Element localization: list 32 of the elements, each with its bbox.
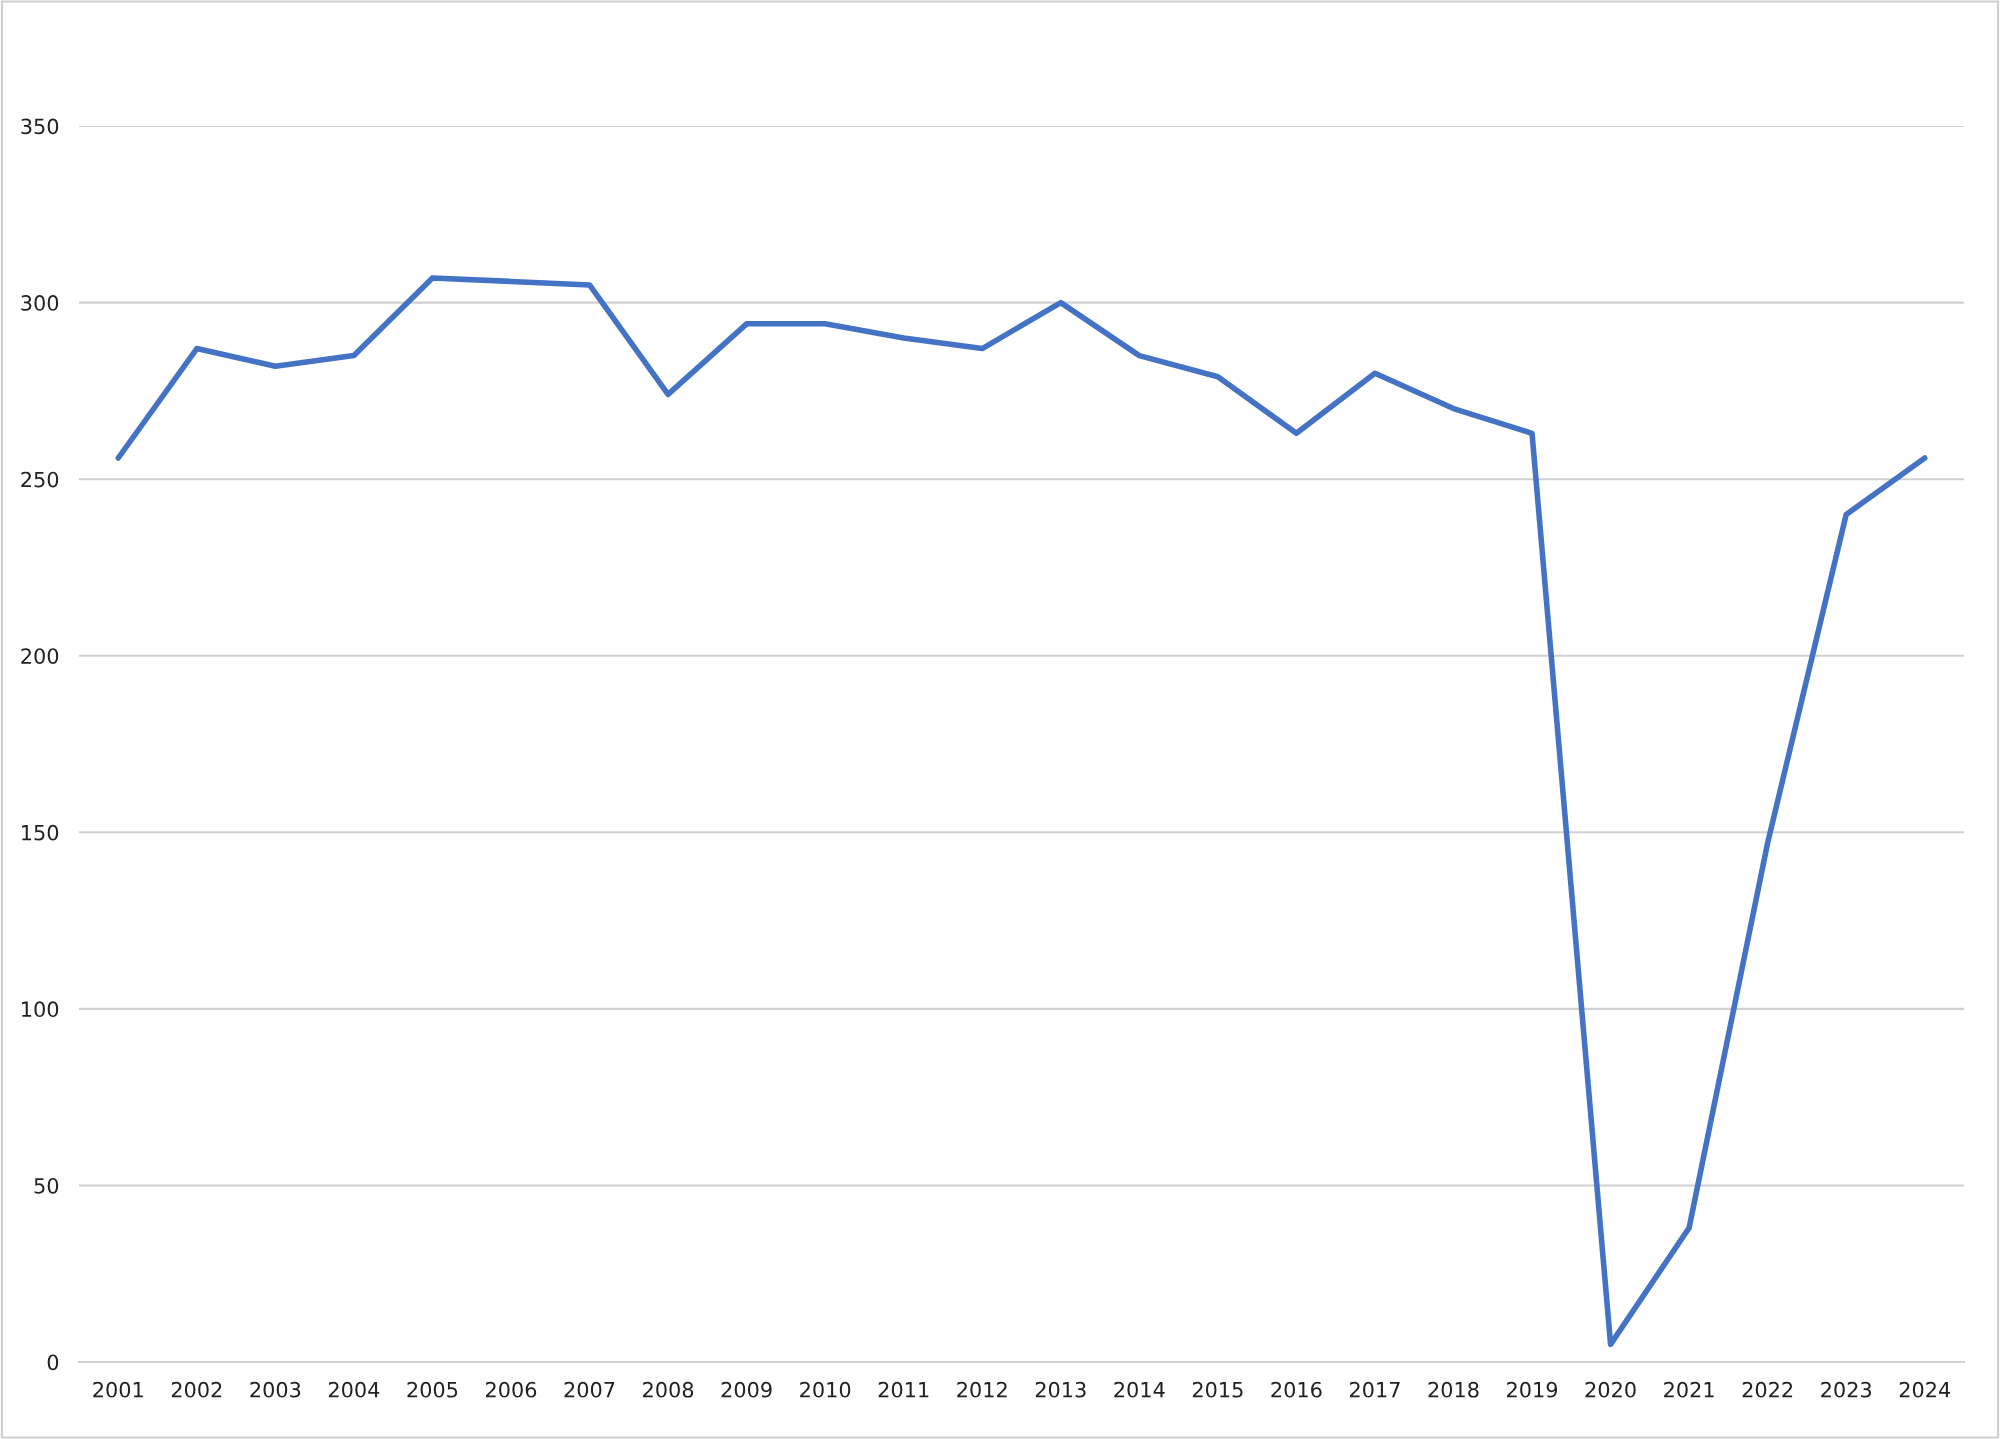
x-tick-label: 2002 bbox=[171, 1381, 222, 1398]
x-tick-label: 2014 bbox=[1114, 1381, 1165, 1398]
x-tick-label: 2001 bbox=[93, 1381, 143, 1398]
x-tick-label: 2013 bbox=[1035, 1381, 1086, 1398]
y-tick-label: 100 bbox=[22, 1001, 59, 1018]
x-tick-label: 2023 bbox=[1821, 1381, 1872, 1398]
x-tick-label: 2024 bbox=[1899, 1381, 1951, 1398]
x-tick-label: 2005 bbox=[407, 1381, 458, 1398]
x-tick-label: 2007 bbox=[564, 1381, 615, 1398]
x-tick-label: 2022 bbox=[1742, 1381, 1793, 1398]
y-tick-label: 300 bbox=[21, 295, 59, 311]
x-tick-label: 2021 bbox=[1664, 1381, 1714, 1398]
x-tick-label: 2008 bbox=[643, 1381, 694, 1398]
x-tick-label: 2019 bbox=[1507, 1381, 1558, 1398]
x-tick-label: 2006 bbox=[486, 1381, 537, 1398]
y-tick-label: 50 bbox=[34, 1177, 59, 1194]
x-tick-label: 2015 bbox=[1192, 1381, 1243, 1398]
x-tick-label: 2018 bbox=[1428, 1381, 1479, 1398]
x-tick-label: 2017 bbox=[1349, 1381, 1400, 1398]
y-tick-label: 200 bbox=[21, 648, 59, 664]
y-tick-label: 150 bbox=[22, 824, 59, 841]
x-tick-label: 2016 bbox=[1271, 1381, 1322, 1398]
x-tick-label: 2011 bbox=[878, 1381, 929, 1398]
x-tick-label: 2004 bbox=[328, 1381, 380, 1398]
x-tick-label: 2020 bbox=[1585, 1381, 1636, 1398]
x-tick-label: 2003 bbox=[250, 1381, 301, 1398]
x-tick-label: 2010 bbox=[800, 1381, 851, 1398]
x-tick-label: 2012 bbox=[957, 1381, 1007, 1398]
y-tick-label: 0 bbox=[47, 1354, 59, 1371]
y-tick-label: 250 bbox=[21, 471, 59, 488]
x-tick-label: 2009 bbox=[721, 1381, 772, 1398]
y-tick-label: 350 bbox=[21, 118, 59, 135]
